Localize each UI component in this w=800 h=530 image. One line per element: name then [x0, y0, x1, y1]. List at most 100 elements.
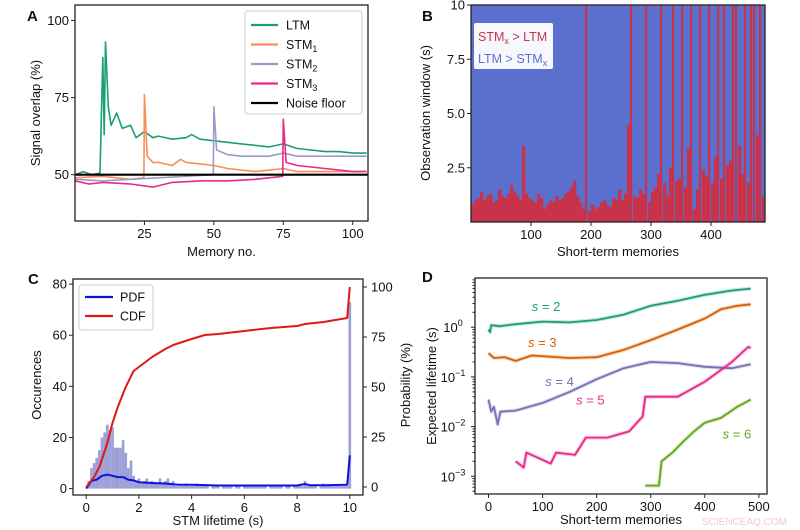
x-axis-label: Memory no. [187, 244, 256, 259]
histogram-bar [179, 486, 183, 489]
axes-frame [474, 277, 768, 495]
y-tick-label: 7.5 [447, 52, 465, 67]
histogram-bar [177, 486, 180, 489]
histogram-bar [319, 486, 323, 489]
y2-tick-label: 0 [371, 480, 378, 495]
y-tick-label: 80 [53, 277, 67, 292]
heatmap-cell [735, 5, 738, 222]
plot-area [75, 41, 368, 188]
x-tick-label: 100 [342, 226, 364, 241]
heatmap-cell [579, 202, 583, 222]
x-tick-label: 100 [520, 227, 542, 242]
panel-label-c: C [28, 271, 39, 288]
series-line-stm3 [75, 118, 367, 188]
series-label: s = 3 [528, 335, 557, 350]
heatmap-cell [732, 5, 735, 222]
histogram-bar [156, 483, 159, 489]
histogram-bar [324, 486, 328, 489]
legend: STMx > LTM LTM > STMx [474, 23, 553, 69]
heatmap-cell [612, 198, 616, 222]
legend-entry: STM1 [286, 38, 317, 54]
heatmap-cell [627, 124, 631, 222]
heatmap-cell [492, 202, 496, 222]
series-line-pdf [85, 455, 351, 490]
histogram-bar [100, 437, 104, 489]
histogram-bar [90, 468, 93, 489]
histogram-bar [206, 486, 209, 489]
x-tick-label: 75 [276, 226, 290, 241]
watermark: SCIENCEAQ.COM [702, 517, 787, 528]
heatmap-cell [534, 202, 538, 222]
histogram-bar [261, 486, 265, 489]
legend-box [244, 10, 363, 115]
heatmap-cell [753, 5, 756, 222]
histogram-bar [345, 486, 349, 489]
histogram-bar [185, 483, 188, 489]
heatmap-cell [705, 176, 709, 222]
histogram-bar [203, 486, 207, 489]
heatmap-cell [726, 165, 730, 222]
legend: PDF CDF [78, 284, 154, 331]
histogram-bar [108, 429, 112, 489]
y2-tick-label: 75 [371, 330, 385, 345]
y-tick-label: 2.5 [447, 160, 465, 175]
histogram-bar [153, 483, 157, 489]
histogram-bar [295, 486, 299, 489]
heatmap-cell [555, 195, 559, 222]
histogram-bar [330, 486, 333, 489]
x-tick-label: 200 [580, 227, 602, 242]
series-label: s = 2 [532, 299, 561, 314]
histogram-bar [306, 486, 309, 489]
histogram-bar [211, 486, 215, 489]
heatmap-cell [666, 195, 670, 222]
heatmap-cell [552, 202, 556, 222]
histogram-bar [343, 486, 346, 489]
histogram-bar [229, 486, 233, 489]
histogram-bar [137, 478, 141, 489]
x-tick-label: 25 [137, 226, 151, 241]
series-label: s = 6 [723, 426, 752, 441]
heatmap-cell [651, 191, 655, 222]
heatmap-cell [681, 5, 684, 222]
x-tick-label: 300 [640, 227, 662, 242]
heatmap-cell [543, 208, 547, 222]
heatmap-cell [720, 178, 724, 222]
panel-label-d: D [422, 269, 433, 286]
histogram-bar [287, 486, 291, 489]
heatmap-cell [663, 182, 667, 222]
heatmap-cell [699, 5, 702, 222]
panel-a: 25 50 75 100 50 75 100 Memory no. Signal overlap… [28, 4, 369, 259]
heatmap-cell [480, 191, 484, 222]
heatmap-cell [744, 5, 747, 222]
heatmap-cell [609, 206, 613, 222]
series-halo [486, 360, 752, 427]
y2-tick-label: 25 [371, 430, 385, 445]
heatmap-cell [570, 187, 574, 222]
histogram-bar [163, 480, 167, 489]
y-tick-label: 60 [53, 328, 67, 343]
x-tick-label: 200 [586, 499, 608, 514]
heatmap-cell [525, 193, 529, 222]
series-halo [486, 286, 752, 335]
heatmap-cell [483, 200, 487, 222]
y-tick-label: 10−1 [441, 368, 466, 385]
histogram-bar [142, 480, 146, 489]
histogram-bar [174, 486, 178, 489]
x-tick-label: 300 [640, 499, 662, 514]
histogram-bar [105, 424, 109, 489]
histogram-bar [308, 486, 312, 489]
y2-tick-label: 100 [371, 280, 393, 295]
histogram-bar [111, 427, 114, 489]
histogram-bar [314, 486, 317, 489]
histogram-bar [269, 486, 273, 489]
heatmap-cell [750, 5, 753, 222]
heatmap-cell [702, 169, 706, 222]
heatmap-cell [573, 180, 577, 222]
series-halo [487, 302, 752, 363]
heatmap-cell [594, 208, 598, 222]
y-tick-label: 5.0 [447, 106, 465, 121]
histogram-bar [348, 302, 352, 489]
series-line-s5 [515, 346, 752, 469]
heatmap-cell [561, 198, 565, 222]
histogram-bar [237, 486, 241, 489]
